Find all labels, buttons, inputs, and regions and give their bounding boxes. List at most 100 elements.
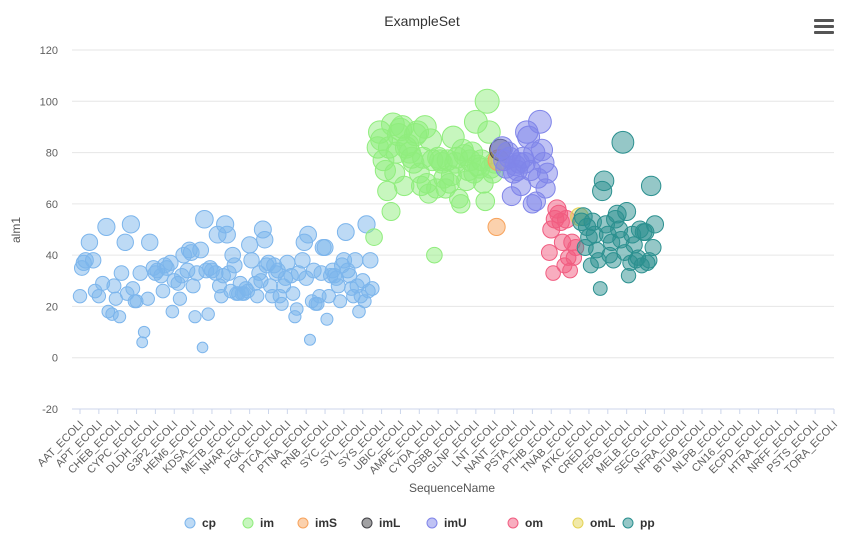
data-point-cp[interactable] xyxy=(185,278,201,294)
plot-area xyxy=(72,88,665,354)
data-point-cp[interactable] xyxy=(172,291,188,306)
y-tick-label: 40 xyxy=(46,250,58,262)
legend-item-omL[interactable]: omL xyxy=(590,516,615,530)
gridlines xyxy=(72,49,834,410)
data-point-pp[interactable] xyxy=(593,170,615,192)
hamburger-menu-icon[interactable] xyxy=(811,16,837,38)
x-axis-ticks: AAT_ECOLIAPT_ECOLICHEB_ECOLICYPC_ECOLIDL… xyxy=(35,409,840,477)
data-point-cp[interactable] xyxy=(274,296,289,311)
data-point-cp[interactable] xyxy=(320,312,334,326)
data-point-cp[interactable] xyxy=(226,257,243,274)
data-point-cp[interactable] xyxy=(333,294,348,309)
data-point-cp[interactable] xyxy=(97,217,116,237)
legend-item-cp[interactable]: cp xyxy=(202,516,216,530)
y-tick-label: 100 xyxy=(40,96,58,108)
data-point-cp[interactable] xyxy=(285,286,301,301)
legend-item-om[interactable]: om xyxy=(525,516,543,530)
data-point-cp[interactable] xyxy=(289,302,304,316)
data-point-cp[interactable] xyxy=(112,310,127,324)
legend: cp im imS imL imU om omL pp xyxy=(184,516,655,530)
legend-marker-imS[interactable] xyxy=(297,517,309,529)
data-point-cp[interactable] xyxy=(84,252,102,269)
data-point-cp[interactable] xyxy=(162,254,179,271)
legend-item-imU[interactable]: imU xyxy=(444,516,467,530)
data-point-cp[interactable] xyxy=(256,231,274,249)
menu-line xyxy=(814,19,834,22)
data-point-cp[interactable] xyxy=(116,233,134,252)
data-point-cp[interactable] xyxy=(196,341,209,354)
data-point-cp[interactable] xyxy=(140,291,155,306)
data-point-im[interactable] xyxy=(475,191,496,212)
data-point-im[interactable] xyxy=(426,246,443,264)
y-tick-label: 0 xyxy=(52,353,58,365)
legend-marker-imU[interactable] xyxy=(426,517,438,529)
data-point-im[interactable] xyxy=(365,228,383,246)
data-point-imS[interactable] xyxy=(487,217,506,237)
data-point-cp[interactable] xyxy=(364,281,380,296)
data-point-cp[interactable] xyxy=(155,283,171,299)
data-point-cp[interactable] xyxy=(347,252,364,269)
data-point-cp[interactable] xyxy=(303,333,316,346)
data-point-om[interactable] xyxy=(545,265,561,281)
legend-marker-pp[interactable] xyxy=(622,517,634,529)
data-point-imU[interactable] xyxy=(528,109,552,134)
data-point-im[interactable] xyxy=(477,120,501,144)
data-point-im[interactable] xyxy=(381,202,401,222)
data-point-cp[interactable] xyxy=(106,278,122,294)
legend-marker-imL[interactable] xyxy=(361,517,373,529)
data-point-cp[interactable] xyxy=(132,265,149,281)
data-point-cp[interactable] xyxy=(195,209,214,229)
y-axis-ticks: -20 0 20 40 60 80 100 120 xyxy=(40,45,58,416)
data-point-cp[interactable] xyxy=(316,238,334,256)
legend-item-imS[interactable]: imS xyxy=(315,516,337,530)
data-point-cp[interactable] xyxy=(243,252,260,269)
data-point-imU[interactable] xyxy=(536,162,558,184)
data-point-cp[interactable] xyxy=(137,325,151,339)
data-point-cp[interactable] xyxy=(330,278,346,294)
data-point-cp[interactable] xyxy=(113,265,130,281)
data-point-cp[interactable] xyxy=(121,215,140,234)
y-tick-label: 120 xyxy=(40,45,58,57)
data-point-cp[interactable] xyxy=(249,288,265,304)
data-point-cp[interactable] xyxy=(165,304,180,319)
menu-line xyxy=(814,25,834,28)
legend-marker-omL[interactable] xyxy=(572,517,584,529)
data-point-pp[interactable] xyxy=(640,175,662,197)
data-point-im[interactable] xyxy=(474,88,500,114)
data-point-cp[interactable] xyxy=(141,233,159,252)
y-tick-label: -20 xyxy=(42,404,58,416)
data-point-cp[interactable] xyxy=(294,252,311,269)
data-point-pp[interactable] xyxy=(592,281,608,296)
data-point-cp[interactable] xyxy=(72,288,88,304)
chart-title: ExampleSet xyxy=(384,13,460,29)
data-point-cp[interactable] xyxy=(218,225,236,244)
data-point-pp[interactable] xyxy=(611,130,635,154)
data-point-pp[interactable] xyxy=(644,238,662,256)
legend-item-im[interactable]: im xyxy=(260,516,274,530)
legend-item-imL[interactable]: imL xyxy=(379,516,400,530)
data-point-im[interactable] xyxy=(377,180,398,202)
legend-marker-om[interactable] xyxy=(507,517,519,529)
data-point-cp[interactable] xyxy=(201,307,215,321)
data-point-cp[interactable] xyxy=(241,236,259,254)
data-point-cp[interactable] xyxy=(299,225,317,244)
y-axis-title: alm1 xyxy=(9,217,23,243)
legend-marker-im[interactable] xyxy=(242,517,254,529)
data-point-pp[interactable] xyxy=(645,215,665,234)
data-point-imU[interactable] xyxy=(510,175,532,197)
data-point-cp[interactable] xyxy=(125,281,141,296)
data-point-cp[interactable] xyxy=(91,288,107,304)
data-point-pp[interactable] xyxy=(617,202,637,222)
legend-marker-cp[interactable] xyxy=(184,517,196,529)
data-point-om[interactable] xyxy=(540,244,558,261)
y-tick-label: 80 xyxy=(46,148,58,160)
data-point-cp[interactable] xyxy=(362,252,379,269)
data-point-cp[interactable] xyxy=(336,223,355,241)
data-point-cp[interactable] xyxy=(192,241,210,259)
legend-item-pp[interactable]: pp xyxy=(640,516,655,530)
data-point-cp[interactable] xyxy=(80,233,99,252)
data-point-cp[interactable] xyxy=(188,310,202,324)
data-point-cp[interactable] xyxy=(136,336,149,349)
data-point-im[interactable] xyxy=(451,194,471,214)
